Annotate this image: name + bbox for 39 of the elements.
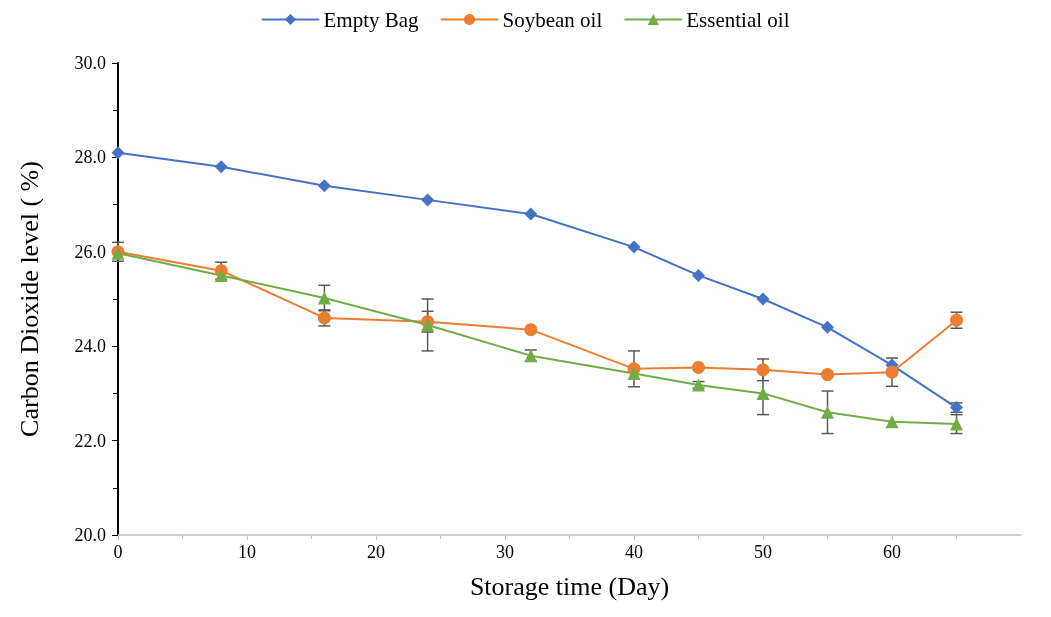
y-tick-label: 24.0	[74, 336, 106, 357]
y-axis-title: Carbon Dioxide level ( %)	[14, 161, 44, 437]
x-tick-label: 60	[883, 542, 901, 562]
legend-label: Essential oil	[686, 7, 790, 32]
x-tick-label: 40	[625, 542, 643, 562]
point	[756, 363, 770, 377]
point	[421, 193, 435, 207]
y-tick-label: 28.0	[74, 147, 106, 168]
x-tick-label: 50	[754, 542, 772, 562]
y-tick-label: 22.0	[74, 430, 106, 451]
y-tick-label: 26.0	[74, 241, 106, 262]
legend-label: Empty Bag	[323, 7, 420, 32]
point	[317, 179, 331, 193]
point	[524, 207, 538, 221]
point	[756, 292, 770, 306]
point	[627, 240, 641, 254]
y-tick-label: 30.0	[74, 53, 106, 73]
x-axis-title: Storage time (Day)	[469, 571, 670, 601]
point	[821, 368, 834, 382]
point	[627, 367, 641, 381]
point	[214, 268, 228, 282]
point	[950, 417, 963, 431]
point	[821, 405, 834, 419]
point	[524, 323, 538, 337]
x-tick-label: 0	[113, 542, 123, 562]
point	[214, 160, 228, 174]
y-tick-label: 20.0	[74, 525, 106, 545]
point	[317, 291, 331, 305]
point	[692, 268, 705, 282]
point	[885, 415, 899, 429]
point	[885, 365, 899, 379]
point	[692, 360, 705, 374]
point	[756, 386, 770, 400]
x-tick-label: 20	[367, 542, 385, 562]
point	[821, 320, 834, 334]
x-tick-label: 10	[238, 542, 256, 562]
x-tick-label: 30	[496, 542, 514, 562]
point	[111, 146, 125, 160]
legend-label: Soybean oil	[502, 7, 603, 32]
